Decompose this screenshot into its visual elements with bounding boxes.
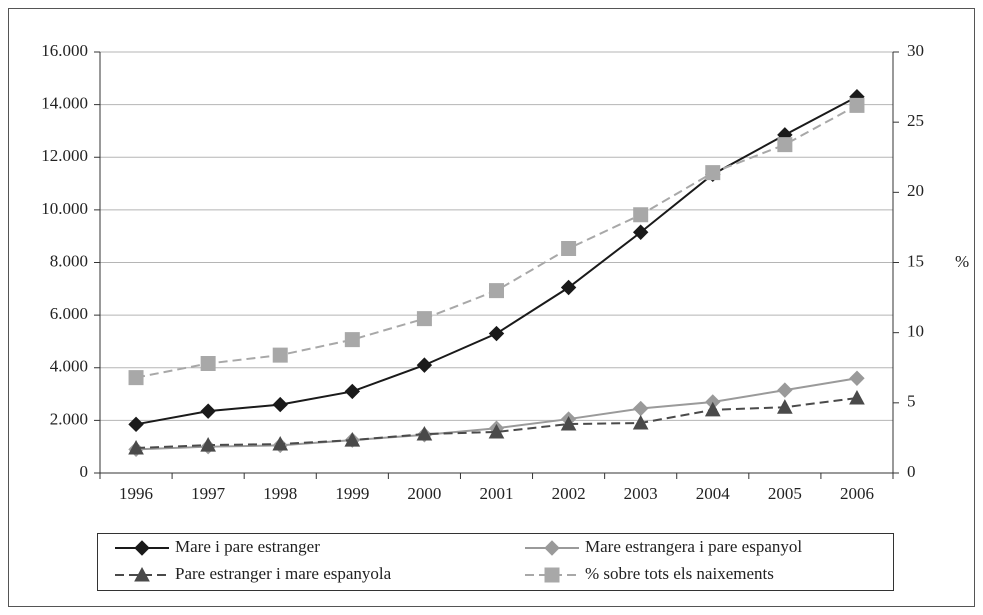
series-line (135, 95, 858, 426)
data-point (488, 325, 505, 342)
data-point (200, 437, 216, 452)
series-line (136, 397, 858, 450)
frame (8, 8, 975, 607)
y-tick-label: 0 (80, 462, 89, 481)
x-tick-label: 2005 (768, 484, 802, 503)
x-tick-label: 2006 (840, 484, 874, 503)
y2-axis-label: % (955, 252, 969, 271)
legend-marker (544, 540, 560, 556)
data-point (849, 97, 865, 113)
y2-tick-label: 30 (907, 41, 924, 60)
series-line (136, 377, 858, 451)
x-tick-label: 2001 (480, 484, 514, 503)
legend-label: Mare i pare estranger (175, 537, 320, 556)
y-tick-label: 8.000 (50, 251, 88, 270)
x-tick-label: 2004 (696, 484, 731, 503)
data-point (705, 165, 721, 181)
x-tick-label: 1998 (263, 484, 297, 503)
data-point (128, 416, 144, 433)
data-point (560, 279, 577, 296)
legend-label: Pare estranger i mare espanyola (175, 564, 392, 583)
y2-tick-label: 15 (907, 251, 924, 270)
y2-tick-label: 5 (907, 392, 916, 411)
data-point (200, 356, 216, 372)
x-tick-label: 1997 (191, 484, 226, 503)
data-point (128, 370, 144, 386)
data-point (632, 400, 649, 417)
y2-tick-label: 20 (907, 181, 924, 200)
legend-label: % sobre tots els naixements (585, 564, 774, 583)
data-point (344, 383, 361, 400)
data-point (849, 370, 865, 386)
y2-tick-label: 0 (907, 462, 916, 481)
data-point (200, 403, 216, 419)
y-tick-label: 16.000 (41, 41, 88, 60)
y-tick-label: 10.000 (41, 199, 88, 218)
y-tick-label: 4.000 (50, 357, 88, 376)
data-point (128, 439, 144, 455)
data-point (632, 224, 649, 240)
data-point (416, 426, 433, 441)
x-tick-label: 1999 (335, 484, 369, 503)
legend-marker (544, 567, 560, 583)
y2-tick-label: 25 (907, 111, 924, 130)
data-point (488, 423, 505, 439)
data-point (489, 283, 504, 299)
x-tick-label: 2000 (407, 484, 441, 503)
data-point (632, 414, 649, 430)
data-point (633, 207, 649, 223)
legend-marker (134, 540, 150, 556)
data-point (416, 357, 433, 373)
legend (97, 533, 894, 591)
y2-tick-label: 10 (907, 322, 924, 341)
data-point (272, 347, 288, 363)
x-tick-label: 2003 (624, 484, 658, 503)
data-point (344, 332, 360, 348)
x-tick-label: 2002 (552, 484, 586, 503)
data-point (344, 432, 361, 447)
y-tick-label: 2.000 (50, 409, 88, 428)
y-tick-label: 6.000 (50, 304, 88, 323)
y-tick-label: 12.000 (41, 146, 88, 165)
data-point (777, 137, 793, 153)
data-point (560, 416, 577, 431)
data-point (704, 401, 721, 417)
y-tick-label: 14.000 (41, 94, 88, 113)
data-point (272, 396, 288, 413)
data-point (777, 382, 793, 398)
data-point (272, 436, 289, 451)
data-point (777, 399, 793, 414)
legend-label: Mare estrangera i pare espanyol (585, 537, 802, 556)
x-tick-label: 1996 (119, 484, 153, 503)
data-point (849, 389, 865, 405)
data-point (416, 311, 432, 327)
data-point (561, 240, 577, 256)
legend-marker (134, 566, 150, 582)
